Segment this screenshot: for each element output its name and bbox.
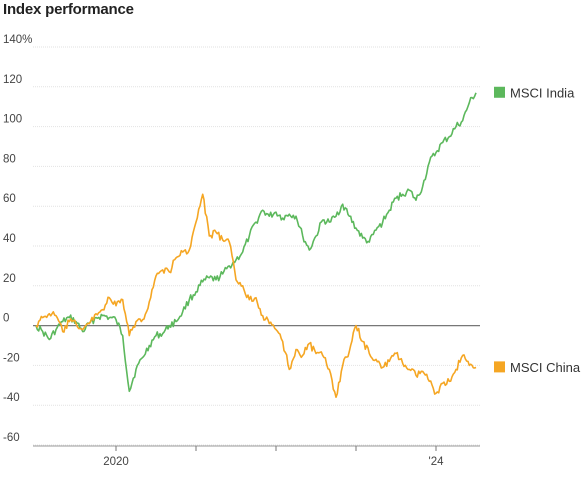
legend-label: MSCI China (510, 360, 581, 375)
y-tick-label: 20 (3, 273, 16, 285)
y-tick-label: 100 (3, 114, 22, 126)
x-tick-label: '24 (429, 456, 445, 468)
y-tick-label: -40 (3, 392, 20, 404)
x-tick-label: 2020 (103, 456, 129, 468)
data-series (35, 92, 477, 398)
legend-swatch (494, 361, 505, 373)
y-tick-label: -20 (3, 352, 20, 364)
y-axis-tick-labels: 140% 120 100 80 60 40 20 0 -20 -40 -60 (3, 34, 32, 444)
y-tick-label: 140% (3, 34, 32, 46)
legend-swatch (494, 86, 505, 98)
y-tick-label: 80 (3, 153, 16, 165)
y-tick-label: 40 (3, 233, 16, 245)
series-line-msci-india (35, 92, 477, 393)
gridlines (33, 46, 480, 446)
y-tick-label: 120 (3, 74, 22, 86)
y-tick-label: 60 (3, 193, 16, 205)
chart-title: Index performance (3, 1, 134, 18)
series-line-msci-china (35, 193, 477, 398)
x-axis: 2020 '24 (33, 445, 480, 468)
y-tick-label: 0 (3, 313, 9, 325)
y-tick-label: -60 (3, 432, 20, 444)
legend-label: MSCI India (510, 85, 575, 100)
legend: MSCI India MSCI China (494, 85, 581, 375)
